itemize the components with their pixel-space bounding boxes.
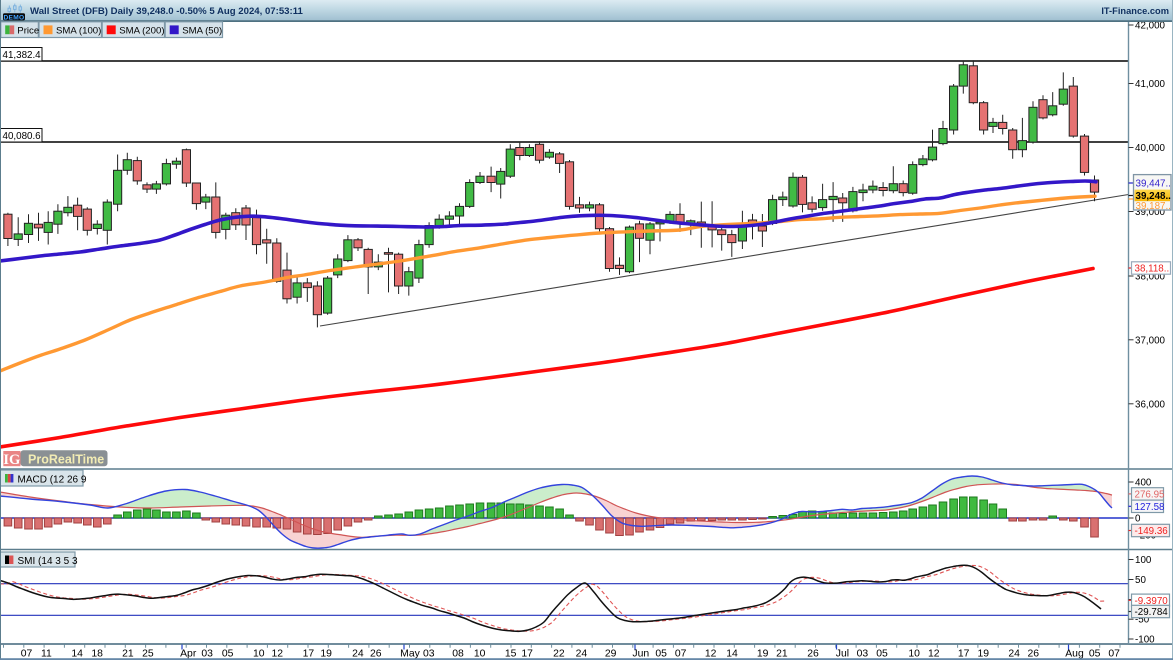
svg-text:400: 400 <box>1135 478 1152 489</box>
svg-text:10: 10 <box>253 648 265 659</box>
svg-text:39,187..: 39,187.. <box>1136 201 1171 212</box>
svg-text:25: 25 <box>142 648 154 659</box>
svg-text:39,000: 39,000 <box>1135 207 1166 218</box>
svg-text:12: 12 <box>272 648 284 659</box>
svg-text:19: 19 <box>757 648 769 659</box>
svg-text:29: 29 <box>605 648 617 659</box>
svg-text:100: 100 <box>1135 555 1152 566</box>
svg-text:26: 26 <box>370 648 382 659</box>
svg-text:19: 19 <box>320 648 332 659</box>
svg-text:40,000: 40,000 <box>1135 143 1166 154</box>
svg-text:14: 14 <box>71 648 83 659</box>
svg-text:-29.784: -29.784 <box>1135 607 1169 618</box>
svg-text:05: 05 <box>222 648 234 659</box>
svg-text:21: 21 <box>122 648 134 659</box>
svg-text:MACD (12 26 9: MACD (12 26 9 <box>18 475 87 486</box>
svg-text:-9.3970: -9.3970 <box>1135 596 1169 607</box>
svg-text:41,000: 41,000 <box>1135 79 1166 90</box>
svg-text:IT-Finance.com: IT-Finance.com <box>1101 6 1169 16</box>
svg-text:36,000: 36,000 <box>1135 399 1166 410</box>
svg-text:14: 14 <box>726 648 738 659</box>
svg-text:10: 10 <box>908 648 920 659</box>
svg-text:Jul: Jul <box>836 648 849 659</box>
svg-text:08: 08 <box>452 648 464 659</box>
svg-text:05: 05 <box>655 648 667 659</box>
svg-text:276.95: 276.95 <box>1135 490 1166 501</box>
svg-text:SMA (100): SMA (100) <box>56 26 101 37</box>
svg-text:39,447..: 39,447.. <box>1136 178 1171 189</box>
svg-text:Wall Street (DFB) Daily 39,248: Wall Street (DFB) Daily 39,248.0 -0.50% … <box>30 6 303 17</box>
svg-text:15: 15 <box>505 648 517 659</box>
svg-text:07: 07 <box>21 648 33 659</box>
svg-text:07: 07 <box>1108 648 1120 659</box>
svg-text:24: 24 <box>1008 648 1020 659</box>
svg-text:50: 50 <box>1135 575 1146 586</box>
svg-text:40,080.6: 40,080.6 <box>3 131 42 142</box>
svg-text:SMI (14 3 5 3: SMI (14 3 5 3 <box>18 556 78 567</box>
svg-text:41,382.4: 41,382.4 <box>3 50 42 61</box>
svg-text:17: 17 <box>303 648 315 659</box>
svg-text:17: 17 <box>521 648 533 659</box>
svg-text:03: 03 <box>423 648 435 659</box>
svg-text:26: 26 <box>1028 648 1040 659</box>
svg-text:Apr: Apr <box>180 648 197 659</box>
svg-text:-149.36: -149.36 <box>1135 526 1169 537</box>
svg-text:SMA (50): SMA (50) <box>182 26 222 37</box>
svg-text:IG: IG <box>3 452 20 468</box>
svg-text:24: 24 <box>352 648 364 659</box>
svg-text:05: 05 <box>876 648 888 659</box>
svg-text:11: 11 <box>41 648 52 659</box>
svg-text:38,000: 38,000 <box>1135 272 1166 283</box>
svg-text:12: 12 <box>928 648 940 659</box>
svg-text:-100: -100 <box>1135 635 1155 646</box>
svg-text:-50: -50 <box>1135 615 1150 626</box>
svg-text:39,248..: 39,248.. <box>1136 191 1172 202</box>
svg-text:21: 21 <box>776 648 788 659</box>
svg-text:17: 17 <box>958 648 970 659</box>
svg-text:26: 26 <box>807 648 819 659</box>
svg-text:03: 03 <box>857 648 869 659</box>
svg-text:03: 03 <box>201 648 213 659</box>
svg-text:May: May <box>400 648 420 659</box>
svg-text:127.58: 127.58 <box>1135 502 1166 513</box>
svg-text:19: 19 <box>978 648 990 659</box>
svg-text:37,000: 37,000 <box>1135 335 1166 346</box>
svg-text:Price: Price <box>17 26 39 37</box>
svg-text:12: 12 <box>705 648 717 659</box>
svg-text:05: 05 <box>1089 648 1101 659</box>
svg-text:22: 22 <box>553 648 565 659</box>
svg-text:Aug: Aug <box>1065 648 1084 659</box>
svg-text:18: 18 <box>91 648 103 659</box>
svg-text:38,118..: 38,118.. <box>1135 264 1170 275</box>
svg-text:0: 0 <box>1135 514 1141 525</box>
svg-text:42,000: 42,000 <box>1135 21 1166 32</box>
svg-text:SMA (200): SMA (200) <box>119 26 164 37</box>
svg-text:ProRealTime: ProRealTime <box>28 452 104 466</box>
svg-text:Jun: Jun <box>632 648 649 659</box>
svg-text:DEMO: DEMO <box>4 14 25 21</box>
svg-text:24: 24 <box>576 648 588 659</box>
svg-text:10: 10 <box>474 648 486 659</box>
svg-text:07: 07 <box>675 648 687 659</box>
